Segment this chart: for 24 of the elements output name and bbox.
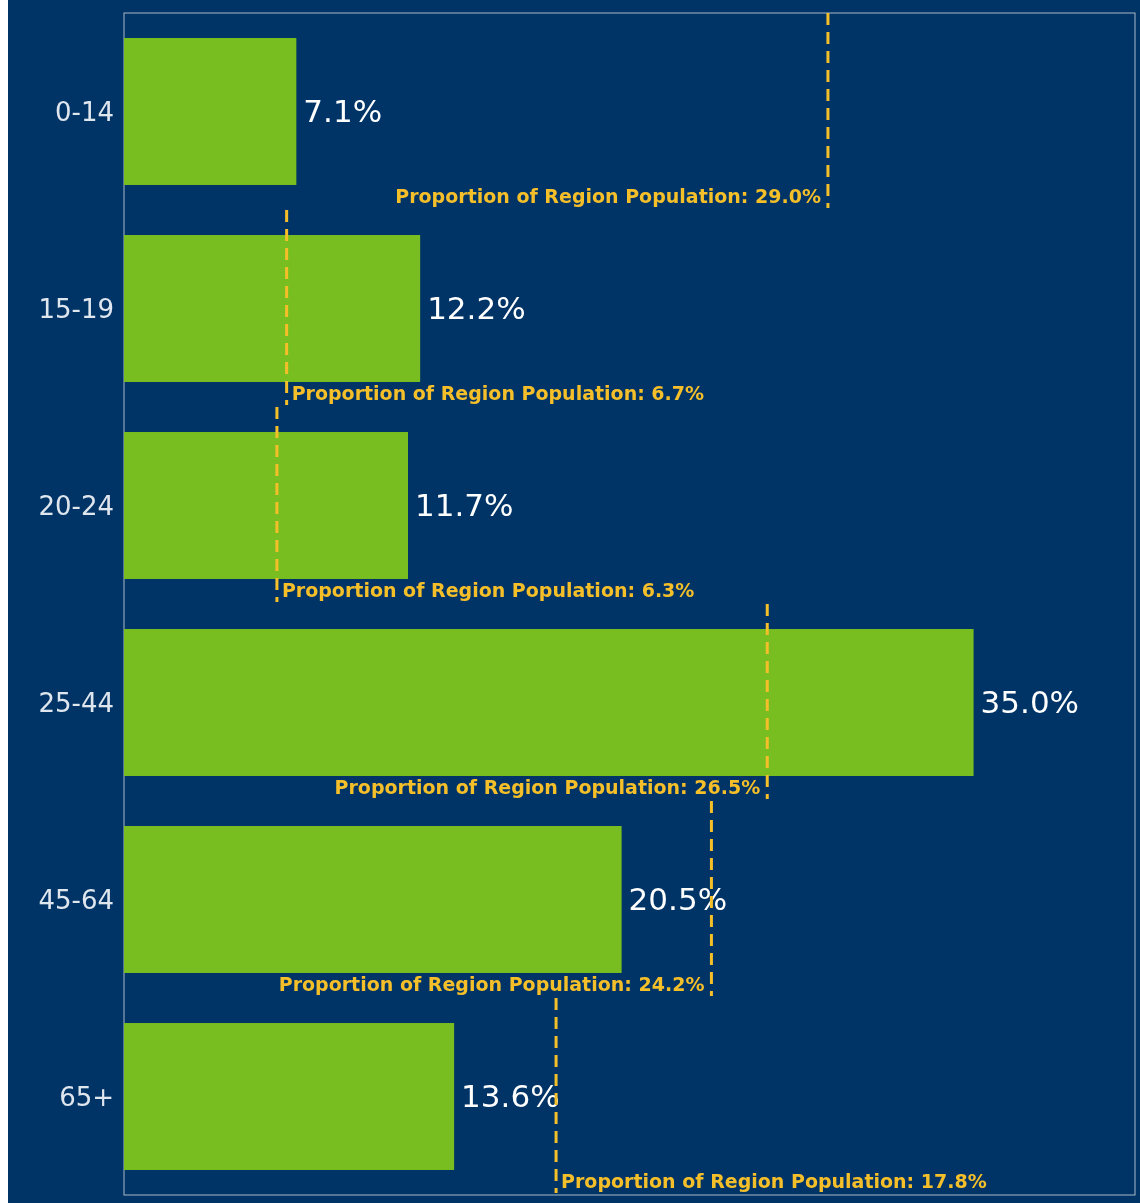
bar <box>124 826 622 973</box>
data-label: 35.0% <box>980 684 1080 721</box>
y-tick-label: 25-44 <box>38 687 114 718</box>
ref-line-label: Proportion of Region Population: 17.8% <box>561 1169 987 1192</box>
bar <box>124 432 408 579</box>
bar <box>124 629 974 776</box>
y-tick-label: 0-14 <box>54 96 114 127</box>
ref-line-label: Proportion of Region Population: 26.5% <box>334 775 761 798</box>
y-tick-label: 15-19 <box>38 293 114 324</box>
y-tick-label: 45-64 <box>38 884 114 915</box>
ref-line-label: Proportion of Region Population: 6.3% <box>281 578 695 601</box>
ref-line-label: Proportion of Region Population: 6.7% <box>291 381 705 404</box>
data-label: 20.5% <box>628 881 728 918</box>
bar <box>124 1023 455 1170</box>
data-label: 12.2% <box>427 290 526 327</box>
data-label: 11.7% <box>415 487 514 524</box>
ref-line-label: Proportion of Region Population: 24.2% <box>278 972 705 995</box>
bar <box>124 38 297 185</box>
y-tick-label: 20-24 <box>38 490 114 521</box>
data-label: 13.6% <box>461 1078 560 1115</box>
ref-line-label: Proportion of Region Population: 29.0% <box>395 184 821 207</box>
y-tick-label: 65+ <box>59 1081 114 1112</box>
bar <box>124 235 421 382</box>
data-label: 7.1% <box>303 93 383 130</box>
